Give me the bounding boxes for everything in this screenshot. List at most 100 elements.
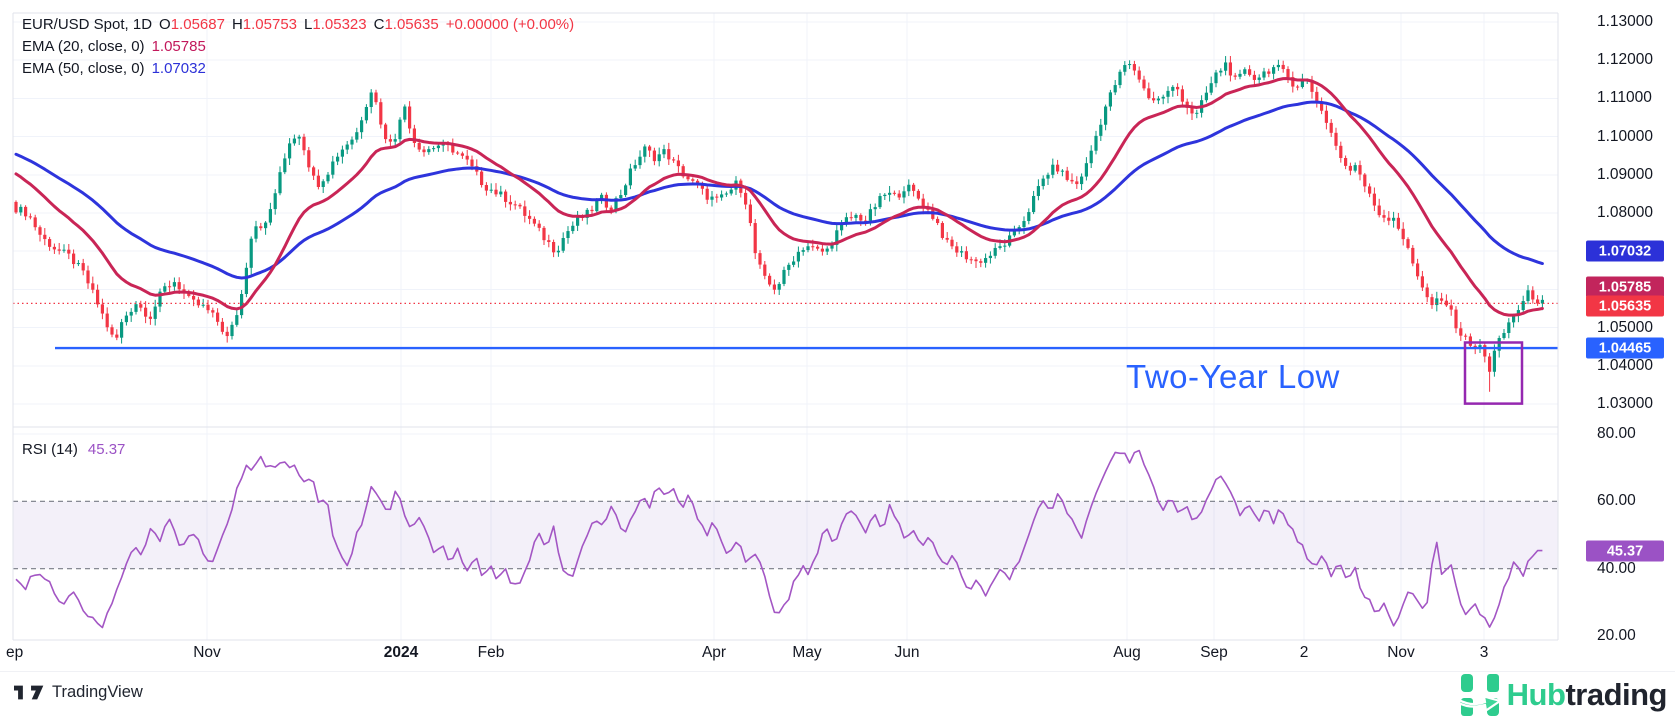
candle-body xyxy=(1358,165,1362,175)
time-tick: 3 xyxy=(1479,644,1489,661)
candle-body xyxy=(720,194,724,198)
axis-price-badge: 1.07032 xyxy=(1586,240,1664,262)
candle-body xyxy=(1377,205,1381,216)
candle-body xyxy=(868,209,872,221)
candle-body xyxy=(1344,157,1348,166)
candle-body xyxy=(1152,98,1156,101)
candle-body xyxy=(1296,86,1300,88)
candle-body xyxy=(1248,69,1252,75)
candle-body xyxy=(1180,89,1184,102)
candle-body xyxy=(1056,164,1060,172)
candle-body xyxy=(1219,70,1223,73)
candle-body xyxy=(753,223,757,254)
candle-body xyxy=(1252,74,1256,80)
rsi-label[interactable]: RSI (14) xyxy=(22,441,78,458)
rsi-tick: 80.00 xyxy=(1597,425,1636,442)
candle-body xyxy=(638,156,642,166)
candle-body xyxy=(907,184,911,192)
candle-body xyxy=(681,166,685,177)
candle-body xyxy=(825,248,829,252)
candle-body xyxy=(1459,328,1463,336)
candle-body xyxy=(355,132,359,140)
ema20-label[interactable]: EMA (20, close, 0) xyxy=(22,38,145,55)
legend-row-ema50: EMA (50, close, 0) 1.07032 xyxy=(22,58,574,80)
candle-body xyxy=(350,139,354,145)
candle-body xyxy=(422,149,426,153)
candle-body xyxy=(412,128,416,143)
price-tick: 1.10000 xyxy=(1597,127,1654,145)
price-tick: 1.04000 xyxy=(1597,356,1654,374)
ema50-line[interactable] xyxy=(14,100,1544,280)
legend-row-ema20: EMA (20, close, 0) 1.05785 xyxy=(22,36,574,58)
candle-body xyxy=(340,149,344,157)
candle-body xyxy=(48,239,52,247)
candle-body xyxy=(1425,287,1429,298)
candle-body xyxy=(998,246,1002,248)
price-tick: 1.09000 xyxy=(1597,165,1654,183)
candle-body xyxy=(1027,212,1031,222)
candle-body xyxy=(504,191,508,202)
candle-body xyxy=(100,304,104,314)
candle-body xyxy=(1123,65,1127,72)
candle-body xyxy=(844,217,848,223)
candle-body xyxy=(24,206,28,217)
candle-body xyxy=(273,193,277,210)
rsi-value: 45.37 xyxy=(87,441,126,458)
candle-body xyxy=(302,136,306,151)
candle-body xyxy=(1310,79,1314,92)
rsi-tick: 60.00 xyxy=(1597,492,1636,510)
candle-body xyxy=(96,289,100,305)
candle-body xyxy=(312,167,316,176)
candle-body xyxy=(384,124,388,140)
candle-body xyxy=(52,246,56,250)
ema20-line[interactable] xyxy=(14,76,1544,317)
ema50-label[interactable]: EMA (50, close, 0) xyxy=(22,60,145,77)
candle-body xyxy=(1022,221,1026,228)
candle-body xyxy=(216,312,220,322)
hubtrading-logo: Hubtrading xyxy=(1457,673,1667,717)
candle-body xyxy=(1396,217,1400,229)
candle-body xyxy=(1046,174,1050,179)
two-year-low-label[interactable]: Two-Year Low xyxy=(1126,358,1340,395)
tradingview-label: TradingView xyxy=(52,683,143,701)
candle-body xyxy=(590,209,594,212)
candle-body xyxy=(748,204,752,224)
candle-body xyxy=(124,315,128,323)
rsi-line[interactable] xyxy=(15,449,1543,629)
candle-body xyxy=(288,143,292,159)
ema20-value: 1.05785 xyxy=(151,38,206,55)
candle-body xyxy=(1204,92,1208,101)
candle-body xyxy=(984,258,988,263)
symbol-legend: EUR/USD Spot, 1D O1.05687 H1.05753 L1.0532… xyxy=(22,14,574,80)
candle-body xyxy=(1401,228,1405,240)
candle-body xyxy=(1113,85,1117,93)
candle-body xyxy=(969,259,973,261)
two-year-low-box[interactable] xyxy=(1463,341,1524,405)
candle-body xyxy=(912,184,916,191)
candle-body xyxy=(115,334,119,338)
candle-body xyxy=(230,324,234,337)
candle-body xyxy=(585,209,589,218)
candle-body xyxy=(609,207,613,211)
candle-body xyxy=(633,165,637,169)
candle-body xyxy=(264,222,268,229)
candle-body xyxy=(1276,64,1280,68)
candle-body xyxy=(1267,71,1271,74)
candle-body xyxy=(1075,181,1079,185)
tradingview-logo[interactable]: TradingView xyxy=(14,683,143,702)
symbol-title[interactable]: EUR/USD Spot, 1D xyxy=(22,16,153,33)
candle-body xyxy=(369,92,373,107)
candle-body xyxy=(172,282,176,287)
ohlc-values: O1.05687 H1.05753 L1.05323 C1.05635 xyxy=(159,14,439,36)
candle-body xyxy=(955,246,959,253)
time-tick: Feb xyxy=(477,644,505,661)
candle-body xyxy=(1041,178,1045,187)
candle-body xyxy=(710,196,714,200)
candle-body xyxy=(292,138,296,144)
candle-body xyxy=(1281,64,1285,70)
candle-body xyxy=(1238,73,1242,77)
candle-body xyxy=(268,209,272,223)
chart-canvas[interactable] xyxy=(0,0,1675,672)
candle-body xyxy=(403,106,407,120)
price-tick: 1.08000 xyxy=(1597,204,1654,221)
